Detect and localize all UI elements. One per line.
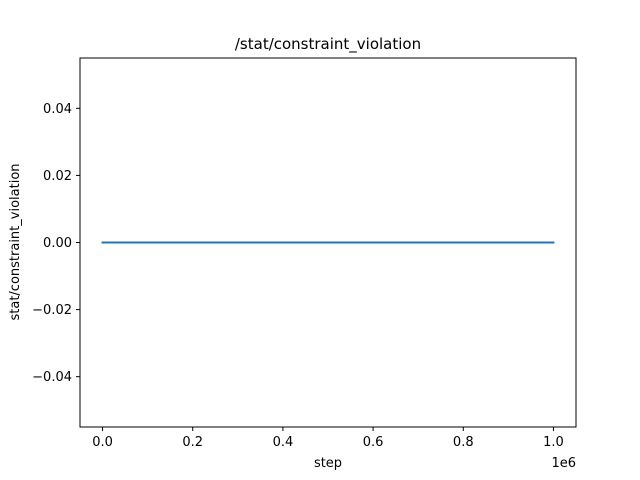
x-tick-label: 0.8 [453,435,474,450]
plot-area: 0.0 0.2 0.4 0.6 0.8 1.0 0.04 0.02 0.00 −0.02 −0.04 [32,57,577,450]
y-tick-label: 0.04 [43,102,72,117]
y-axis-title: stat/constraint_violation [8,163,23,320]
y-tick-label: −0.04 [32,370,72,385]
y-tick-label: 0.02 [43,169,72,184]
x-tick-label: 0.2 [182,435,203,450]
chart-title: /stat/constraint_violation [235,35,421,54]
x-tick-label: 0.6 [363,435,384,450]
x-axis-offset-label: 1e6 [551,456,576,471]
x-tick-label: 0.4 [273,435,294,450]
x-tick-label: 1.0 [543,435,564,450]
y-tick-label: 0.00 [43,236,72,251]
x-tick-label: 0.0 [92,435,113,450]
x-axis-title: step [314,456,342,471]
y-tick-label: −0.02 [32,303,72,318]
